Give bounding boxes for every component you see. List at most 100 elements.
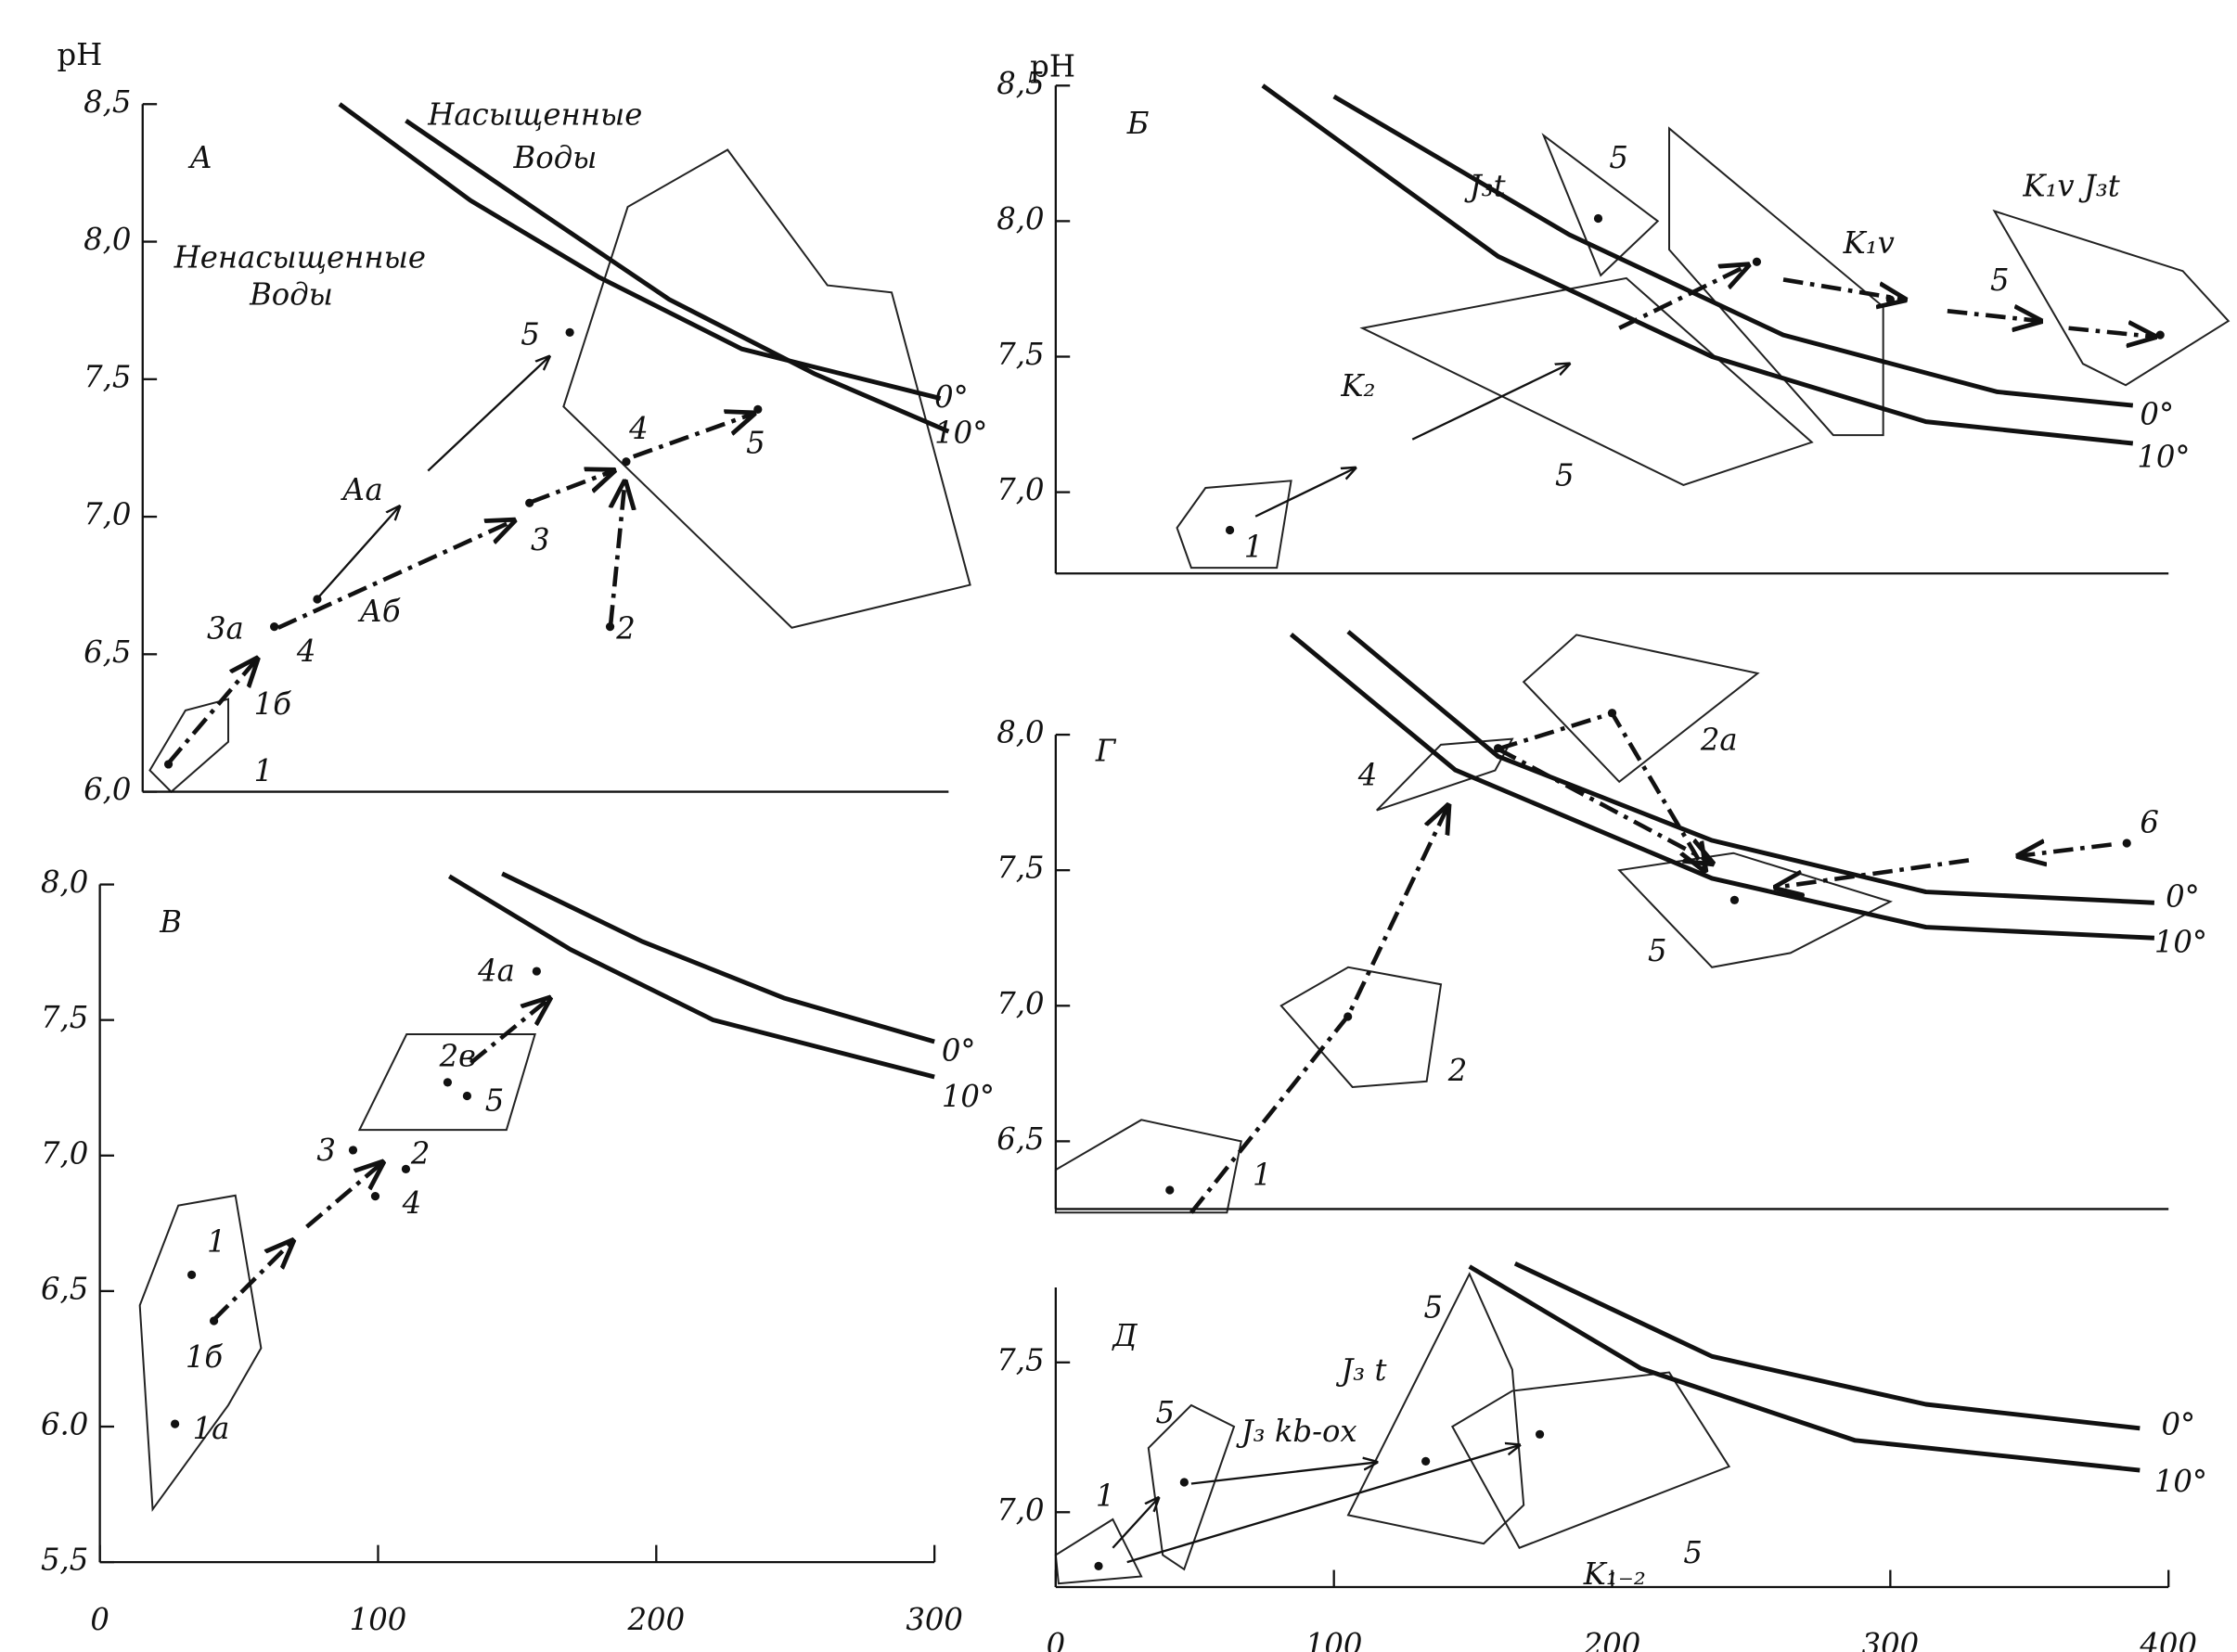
y-tick-label: 7,5 (996, 851, 1044, 886)
arrow (611, 482, 624, 625)
y-tick-label: 8,0 (996, 715, 1044, 750)
point (209, 1316, 219, 1325)
panel-letter: Г (1095, 734, 1117, 769)
y-tick-label: 7,0 (996, 472, 1044, 507)
field (138, 1194, 263, 1513)
field (1147, 1403, 1236, 1571)
y-tick-label: 7,0 (84, 497, 131, 532)
annotation: K₁v (1843, 225, 1895, 261)
annotation: 6 (2140, 804, 2159, 839)
arrow (1497, 711, 1705, 870)
point (1729, 895, 1740, 904)
arrow (427, 356, 549, 472)
annotation: 1 (254, 753, 274, 788)
annotation: 5 (1990, 263, 2010, 298)
point (1179, 1478, 1189, 1487)
point (1493, 744, 1503, 753)
y-axis-label: pH (58, 37, 103, 72)
point (348, 1146, 358, 1155)
arrow (1411, 364, 1569, 441)
annotation: 1 (1096, 1478, 1115, 1513)
arrow (2068, 328, 2154, 337)
y-tick-label: 7,5 (84, 359, 131, 394)
arrow (530, 471, 613, 505)
annotation: 4а (477, 953, 515, 988)
x-tick-label: 0 (90, 1602, 109, 1637)
point (1094, 1561, 1103, 1571)
arrow (305, 1162, 382, 1229)
x-tick-label: 300 (1862, 1627, 1920, 1652)
arrow (1190, 1462, 1377, 1485)
annotation: 3 (531, 522, 550, 557)
arrow (1254, 467, 1356, 518)
isotherm-curve (405, 119, 950, 434)
legend-label: 0° (2162, 1406, 2196, 1441)
panel-letter: Д (1111, 1318, 1138, 1353)
arrow (276, 520, 514, 630)
annotation: 5 (1555, 458, 1575, 493)
field (1359, 276, 1814, 486)
annotation: 5 (1648, 933, 1667, 968)
annotation: 1 (207, 1224, 226, 1260)
annotation: J₃ t (1335, 1352, 1387, 1388)
point (270, 622, 279, 632)
point (1535, 1429, 1545, 1439)
y-tick-label: 6,0 (84, 772, 131, 807)
field (1541, 133, 1660, 277)
annotation: 3 (316, 1133, 336, 1168)
annotation: Насыщенные (427, 97, 642, 133)
panel-letter: В (159, 904, 182, 940)
point (532, 967, 541, 976)
x-tick-label: 100 (350, 1602, 407, 1637)
annotation: 1 (1253, 1157, 1272, 1192)
annotation: Ненасыщенные (174, 239, 426, 275)
y-tick-label: 7,5 (41, 1000, 88, 1035)
y-tick-label: 6,5 (84, 634, 131, 670)
y-tick-label: 7,0 (996, 986, 1044, 1021)
annotation: J₃t (1464, 169, 1507, 204)
arrow (166, 660, 256, 765)
isotherm-curve (501, 871, 935, 1044)
y-tick-label: 7,0 (41, 1135, 88, 1171)
annotation: 5 (485, 1082, 505, 1118)
annotation: 2 (1447, 1053, 1468, 1088)
point (605, 622, 615, 632)
arrow (1189, 806, 1448, 1214)
x-tick-label: 400 (2139, 1627, 2197, 1652)
arrows (166, 265, 2154, 1564)
arrow (212, 1241, 293, 1322)
field (1376, 737, 1514, 812)
annotation: 2 (410, 1135, 431, 1171)
annotation: 4 (402, 1185, 422, 1221)
legend-label: 10° (934, 416, 987, 451)
point (186, 1270, 197, 1279)
point (1225, 525, 1235, 535)
y-tick-label: 7,5 (996, 1342, 1044, 1377)
annotation: 2а (1700, 722, 1738, 757)
annotation: 2в (439, 1039, 476, 1074)
isotherm-curve (338, 102, 942, 401)
point (163, 760, 174, 769)
field (1346, 1272, 1525, 1545)
arrow (1112, 1498, 1158, 1549)
field (1176, 480, 1292, 570)
legend-label: 0° (2166, 878, 2200, 914)
annotation: 5 (1683, 1535, 1703, 1570)
point (443, 1078, 453, 1087)
isotherm-curve (1468, 1264, 2141, 1473)
annotation: Аа (341, 472, 383, 507)
annotation: 1 (1244, 530, 1264, 565)
y-tick-label: 5,5 (41, 1543, 88, 1578)
isotherm-curve (1513, 1261, 2141, 1431)
point (622, 457, 631, 467)
arrow (632, 414, 753, 459)
arrow (1947, 311, 2040, 321)
x-tick-label: 200 (627, 1602, 686, 1637)
point (565, 327, 574, 338)
y-tick-label: 6,5 (41, 1271, 88, 1306)
isotherm-curve (1346, 630, 2155, 905)
point (2155, 330, 2165, 339)
legend-label: 10° (2137, 440, 2190, 475)
legend-label: 0° (934, 379, 969, 415)
